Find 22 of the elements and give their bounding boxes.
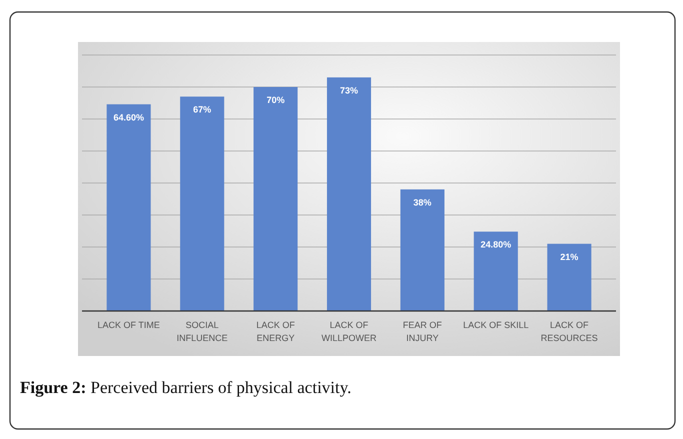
x-tick-label: LACK OF SKILL (463, 320, 529, 330)
data-label: 70% (266, 95, 285, 105)
x-tick-label: SOCIAL INFLUENCE (176, 320, 228, 343)
bar (326, 77, 372, 311)
data-label: 67% (193, 104, 212, 115)
data-label: 73% (340, 85, 358, 96)
data-label: 38% (413, 197, 432, 208)
x-tick-label: FEAR OF INJURY (402, 320, 442, 343)
bar (474, 232, 518, 311)
data-label: 64.60% (113, 112, 144, 122)
bar (254, 87, 298, 311)
x-tick-label: LACK OF TIME (98, 320, 160, 330)
data-label: 24.80% (480, 240, 512, 250)
x-tick-label: LACK OF RESOURCES (540, 320, 598, 343)
bar (106, 104, 151, 311)
bar (180, 96, 224, 311)
data-label: 21% (560, 252, 578, 262)
x-tick-label: LACK OF ENERGY (256, 320, 296, 343)
x-tick-label: LACK OF WILLPOWER (321, 320, 377, 343)
caption: Figure 2: Perceived barriers of physical activity. (20, 378, 352, 397)
bar (547, 244, 592, 311)
bar (400, 189, 444, 311)
